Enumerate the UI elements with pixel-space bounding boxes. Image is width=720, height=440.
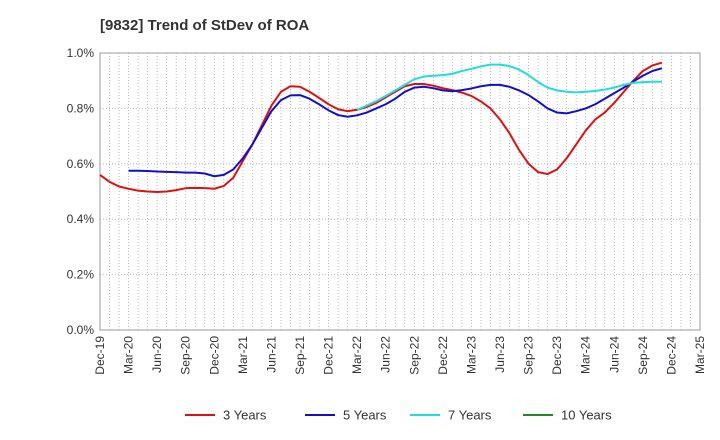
x-tick-label: Dec-23 [550, 336, 564, 375]
legend: 3 Years 5 Years 7 Years 10 Years [185, 408, 612, 423]
y-tick-label: 0.4% [67, 212, 95, 226]
x-tick-label: Sep-23 [522, 336, 536, 375]
legend-label: 5 Years [343, 408, 387, 423]
plot-frame [99, 52, 701, 331]
series-line-3-years [99, 61, 663, 194]
y-tick-label: 0.8% [67, 101, 95, 115]
x-tick-label: Sep-21 [293, 336, 307, 375]
y-tick-label: 0.2% [67, 268, 95, 282]
y-axis-ticks: 0.0% 0.2% 0.4% 0.6% 0.8% 1.0% [67, 46, 95, 337]
x-tick-label: Jun-23 [493, 336, 507, 373]
x-tick-label: Jun-20 [150, 336, 164, 373]
x-tick-label: Mar-20 [122, 336, 136, 374]
x-tick-label: Mar-25 [693, 336, 707, 374]
plot-lines [99, 61, 663, 194]
x-tick-label: Dec-24 [664, 336, 678, 375]
chart-title: [9832] Trend of StDev of ROA [100, 17, 309, 34]
series-line-5-years [128, 67, 663, 178]
legend-label: 10 Years [561, 408, 612, 423]
x-tick-label: Sep-24 [636, 336, 650, 375]
x-tick-label: Dec-22 [436, 336, 450, 375]
legend-label: 3 Years [223, 408, 267, 423]
x-tick-label: Mar-23 [464, 336, 478, 374]
plot-grid [99, 52, 701, 331]
x-tick-label: Jun-21 [264, 336, 278, 373]
x-tick-label: Jun-22 [379, 336, 393, 373]
x-axis-ticks: Dec-19 Mar-20 Jun-20 Sep-20 Dec-20 Mar-21 Jun-… [93, 336, 707, 375]
x-tick-label: Sep-22 [407, 336, 421, 375]
y-tick-label: 1.0% [67, 46, 95, 60]
x-tick-label: Dec-21 [322, 336, 336, 375]
x-tick-label: Jun-24 [607, 336, 621, 373]
x-tick-label: Dec-20 [207, 336, 221, 375]
y-tick-label: 0.6% [67, 157, 95, 171]
y-tick-label: 0.0% [67, 323, 95, 337]
legend-label: 7 Years [448, 408, 492, 423]
x-tick-label: Mar-22 [350, 336, 364, 374]
x-tick-label: Mar-21 [236, 336, 250, 374]
x-tick-label: Mar-24 [579, 336, 593, 374]
x-tick-label: Sep-20 [179, 336, 193, 375]
x-tick-label: Dec-19 [93, 336, 107, 375]
series-line-7-years [356, 63, 662, 111]
